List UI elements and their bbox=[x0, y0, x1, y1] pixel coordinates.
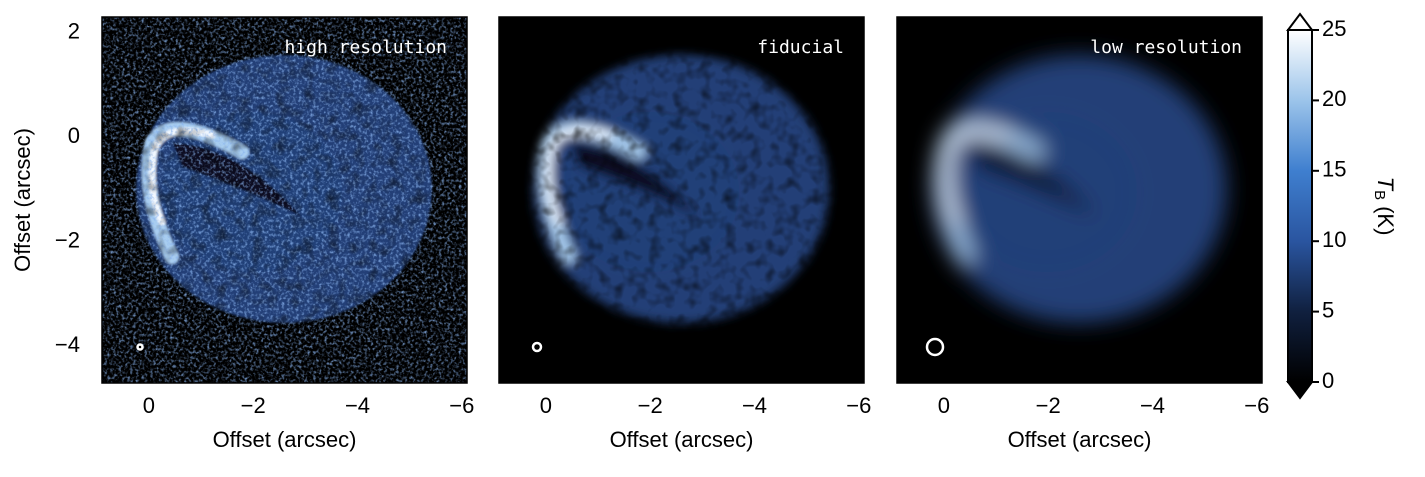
y-tick-label: 2 bbox=[68, 18, 80, 43]
annotation: high resolution bbox=[284, 37, 447, 58]
x-tick-label: −2 bbox=[1036, 393, 1061, 418]
colorbar-label: TB(K) bbox=[1371, 177, 1398, 236]
figure: high resolution 0 −2 −4 −6 −4 −2 0 2 Offset (arcs… bbox=[0, 0, 1425, 477]
y-tick-label: 0 bbox=[68, 123, 80, 148]
colorbar-label-unit: (K) bbox=[1373, 206, 1398, 235]
x-tick-label: −4 bbox=[1140, 393, 1165, 418]
x-tick-label: −6 bbox=[1244, 393, 1269, 418]
colorbar-tick-label: 5 bbox=[1322, 297, 1334, 322]
panel: low resolution 0 −2 −4 −6 Offset (arcsec) bbox=[897, 17, 1269, 452]
x-tick-label: −6 bbox=[846, 393, 871, 418]
colorbar-tick-label: 10 bbox=[1322, 227, 1346, 252]
colorbar-label-subscript: B bbox=[1371, 190, 1388, 200]
colorbar-body bbox=[1288, 30, 1312, 382]
x-tick-label: −4 bbox=[345, 393, 370, 418]
x-tick-label: −4 bbox=[742, 393, 767, 418]
x-tick-label: −2 bbox=[241, 393, 266, 418]
y-axis-label: Offset (arcsec) bbox=[10, 128, 35, 272]
x-tick-label: 0 bbox=[938, 393, 950, 418]
x-axis-label: Offset (arcsec) bbox=[1008, 427, 1152, 452]
colorbar-extend-bottom bbox=[1288, 382, 1312, 398]
y-tick-label: −2 bbox=[55, 228, 80, 253]
colorbar-tick-label: 20 bbox=[1322, 86, 1346, 111]
image bbox=[499, 17, 864, 383]
colorbar-tick-label: 15 bbox=[1322, 157, 1346, 182]
x-tick-label: −6 bbox=[449, 393, 474, 418]
image bbox=[897, 17, 1262, 383]
y-tick-label: −4 bbox=[55, 332, 80, 357]
colorbar-tick-label: 25 bbox=[1322, 16, 1346, 41]
mottle bbox=[499, 17, 864, 383]
x-tick-label: 0 bbox=[540, 393, 552, 418]
annotation: fiducial bbox=[757, 37, 844, 58]
colorbar-extend-top bbox=[1288, 14, 1312, 30]
annotation: low resolution bbox=[1090, 37, 1242, 58]
image bbox=[102, 17, 467, 383]
emission bbox=[931, 55, 1227, 323]
x-tick-label: 0 bbox=[143, 393, 155, 418]
panel: fiducial 0 −2 −4 −6 Offset (arcsec) bbox=[499, 17, 871, 452]
x-axis-label: Offset (arcsec) bbox=[610, 427, 754, 452]
x-axis-label: Offset (arcsec) bbox=[213, 427, 357, 452]
mottle bbox=[102, 17, 467, 383]
panel: high resolution 0 −2 −4 −6 −4 −2 0 2 Offset (arcs… bbox=[10, 17, 475, 452]
colorbar-tick-label: 0 bbox=[1322, 368, 1334, 393]
x-tick-label: −2 bbox=[638, 393, 663, 418]
